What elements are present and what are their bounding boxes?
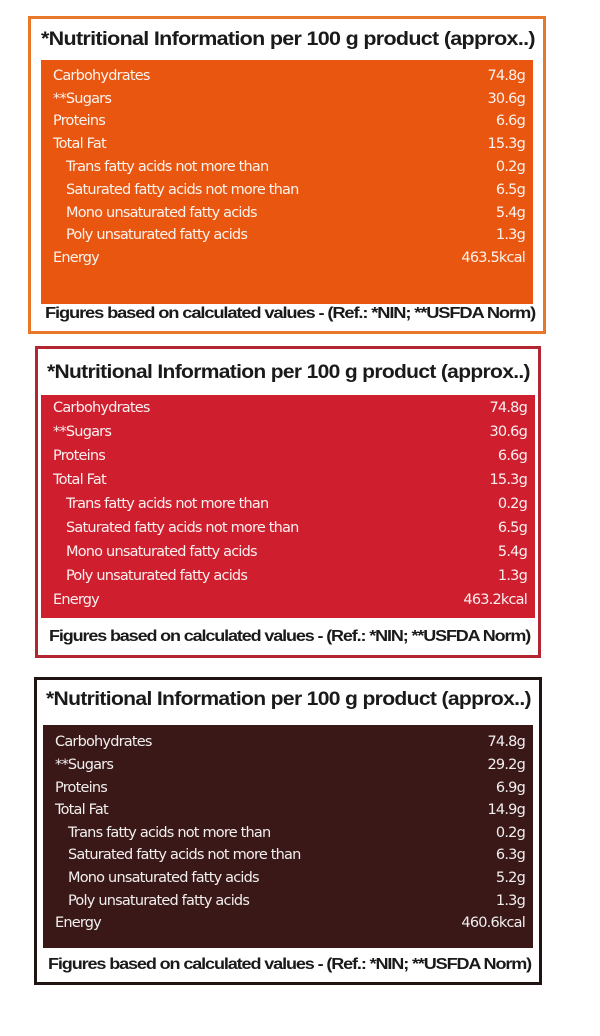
panel-footnote: Figures based on calculated values - (Re… (48, 956, 532, 973)
nutrient-value: 6.5g (495, 182, 526, 198)
panel-title: *Nutritional Information per 100 g produ… (41, 29, 536, 50)
nutrient-value: 0.2g (495, 825, 526, 841)
nutrient-label: Energy (53, 250, 100, 266)
nutrient-row-proteins: Proteins 6.6g (41, 113, 533, 129)
nutrient-label: Poly unsaturated fatty acids (68, 893, 250, 909)
nutrient-row-sugars: **Sugars 29.2g (43, 757, 533, 773)
nutrient-row-poly-unsaturated: Poly unsaturated fatty acids 1.3g (43, 893, 533, 909)
nutrient-row-mono-unsaturated: Mono unsaturated fatty acids 5.4g (41, 544, 535, 560)
nutrient-value: 74.8g (489, 400, 528, 416)
nutrient-row-sugars: **Sugars 30.6g (41, 424, 535, 440)
nutrient-row-sugars: **Sugars 30.6g (41, 91, 533, 107)
nutrient-row-mono-unsaturated: Mono unsaturated fatty acids 5.2g (43, 870, 533, 886)
nutrient-label: Total Fat (53, 136, 107, 152)
nutrient-row-carbohydrates: Carbohydrates 74.8g (43, 734, 533, 750)
nutrition-table: Carbohydrates 74.8g **Sugars 30.6g Prote… (41, 60, 533, 304)
nutrient-row-carbohydrates: Carbohydrates 74.8g (41, 400, 535, 416)
nutrient-label: Carbohydrates (53, 68, 150, 84)
panel-footnote: Figures based on calculated values - (Re… (45, 305, 536, 322)
nutrient-label: **Sugars (53, 91, 112, 107)
nutrient-label: Proteins (55, 780, 108, 796)
nutrient-row-energy: Energy 463.2kcal (41, 592, 535, 608)
nutrient-label: Saturated fatty acids not more than (68, 847, 301, 863)
nutrient-value: 0.2g (495, 159, 526, 175)
nutrient-row-energy: Energy 463.5kcal (41, 250, 533, 266)
nutrient-row-carbohydrates: Carbohydrates 74.8g (41, 68, 533, 84)
nutrient-value: 0.2g (497, 496, 528, 512)
nutrient-label: Total Fat (55, 802, 109, 818)
panel-title: *Nutritional Information per 100 g produ… (47, 362, 531, 383)
nutrient-value: 6.5g (497, 520, 528, 536)
nutrient-label: Mono unsaturated fatty acids (66, 205, 258, 221)
nutrient-value: 1.3g (497, 568, 528, 584)
nutrient-row-energy: Energy 460.6kcal (43, 915, 533, 931)
nutrient-row-total-fat: Total Fat 15.3g (41, 136, 533, 152)
nutrient-row-saturated-fat: Saturated fatty acids not more than 6.5g (41, 182, 533, 198)
nutrient-value: 6.6g (497, 448, 528, 464)
nutrient-label: Mono unsaturated fatty acids (66, 544, 258, 560)
nutrient-label: Mono unsaturated fatty acids (68, 870, 260, 886)
nutrient-value: 74.8g (487, 68, 526, 84)
nutrient-row-total-fat: Total Fat 14.9g (43, 802, 533, 818)
nutrient-label: Poly unsaturated fatty acids (66, 227, 248, 243)
nutrient-value: 1.3g (495, 893, 526, 909)
nutrient-label: Trans fatty acids not more than (66, 496, 269, 512)
nutrient-label: Carbohydrates (53, 400, 150, 416)
nutrient-label: Total Fat (53, 472, 107, 488)
nutrition-table: Carbohydrates 74.8g **Sugars 30.6g Prote… (41, 395, 535, 618)
nutrient-label: Poly unsaturated fatty acids (66, 568, 248, 584)
nutrient-label: Energy (53, 592, 100, 608)
nutrient-label: Saturated fatty acids not more than (66, 520, 299, 536)
nutrient-value: 463.2kcal (463, 592, 527, 608)
nutrient-row-mono-unsaturated: Mono unsaturated fatty acids 5.4g (41, 205, 533, 221)
nutrient-row-trans-fat: Trans fatty acids not more than 0.2g (41, 159, 533, 175)
nutrient-label: Proteins (53, 113, 106, 129)
nutrient-row-poly-unsaturated: Poly unsaturated fatty acids 1.3g (41, 568, 535, 584)
nutrient-value: 6.3g (495, 847, 526, 863)
panel-footnote: Figures based on calculated values - (Re… (49, 628, 531, 645)
nutrient-row-proteins: Proteins 6.9g (43, 780, 533, 796)
nutrient-value: 1.3g (495, 227, 526, 243)
nutrient-value: 460.6kcal (461, 915, 525, 931)
nutrient-value: 74.8g (487, 734, 526, 750)
nutrient-value: 15.3g (489, 472, 528, 488)
nutrient-row-saturated-fat: Saturated fatty acids not more than 6.3g (43, 847, 533, 863)
nutrition-panel-red: *Nutritional Information per 100 g produ… (35, 346, 541, 658)
nutrient-row-saturated-fat: Saturated fatty acids not more than 6.5g (41, 520, 535, 536)
nutrient-value: 14.9g (487, 802, 526, 818)
nutrient-value: 6.6g (495, 113, 526, 129)
nutrient-label: Carbohydrates (55, 734, 152, 750)
panel-title: *Nutritional Information per 100 g produ… (46, 689, 532, 710)
nutrient-value: 29.2g (487, 757, 526, 773)
nutrient-label: Saturated fatty acids not more than (66, 182, 299, 198)
nutrient-value: 30.6g (487, 91, 526, 107)
nutrient-value: 6.9g (495, 780, 526, 796)
nutrient-label: Trans fatty acids not more than (68, 825, 271, 841)
nutrient-value: 5.2g (495, 870, 526, 886)
nutrient-label: Trans fatty acids not more than (66, 159, 269, 175)
nutrient-label: Energy (55, 915, 102, 931)
nutrient-row-proteins: Proteins 6.6g (41, 448, 535, 464)
nutrition-table: Carbohydrates 74.8g **Sugars 29.2g Prote… (43, 725, 533, 948)
nutrient-value: 5.4g (497, 544, 528, 560)
nutrient-value: 463.5kcal (461, 250, 525, 266)
nutrition-panel-orange: *Nutritional Information per 100 g produ… (28, 16, 546, 334)
nutrient-value: 5.4g (495, 205, 526, 221)
nutrient-value: 30.6g (489, 424, 528, 440)
nutrient-row-trans-fat: Trans fatty acids not more than 0.2g (41, 496, 535, 512)
nutrient-label: **Sugars (53, 424, 112, 440)
nutrient-label: Proteins (53, 448, 106, 464)
nutrient-row-trans-fat: Trans fatty acids not more than 0.2g (43, 825, 533, 841)
nutrition-panel-brown: *Nutritional Information per 100 g produ… (34, 677, 542, 985)
nutrient-row-poly-unsaturated: Poly unsaturated fatty acids 1.3g (41, 227, 533, 243)
nutrient-label: **Sugars (55, 757, 114, 773)
nutrient-row-total-fat: Total Fat 15.3g (41, 472, 535, 488)
nutrient-value: 15.3g (487, 136, 526, 152)
